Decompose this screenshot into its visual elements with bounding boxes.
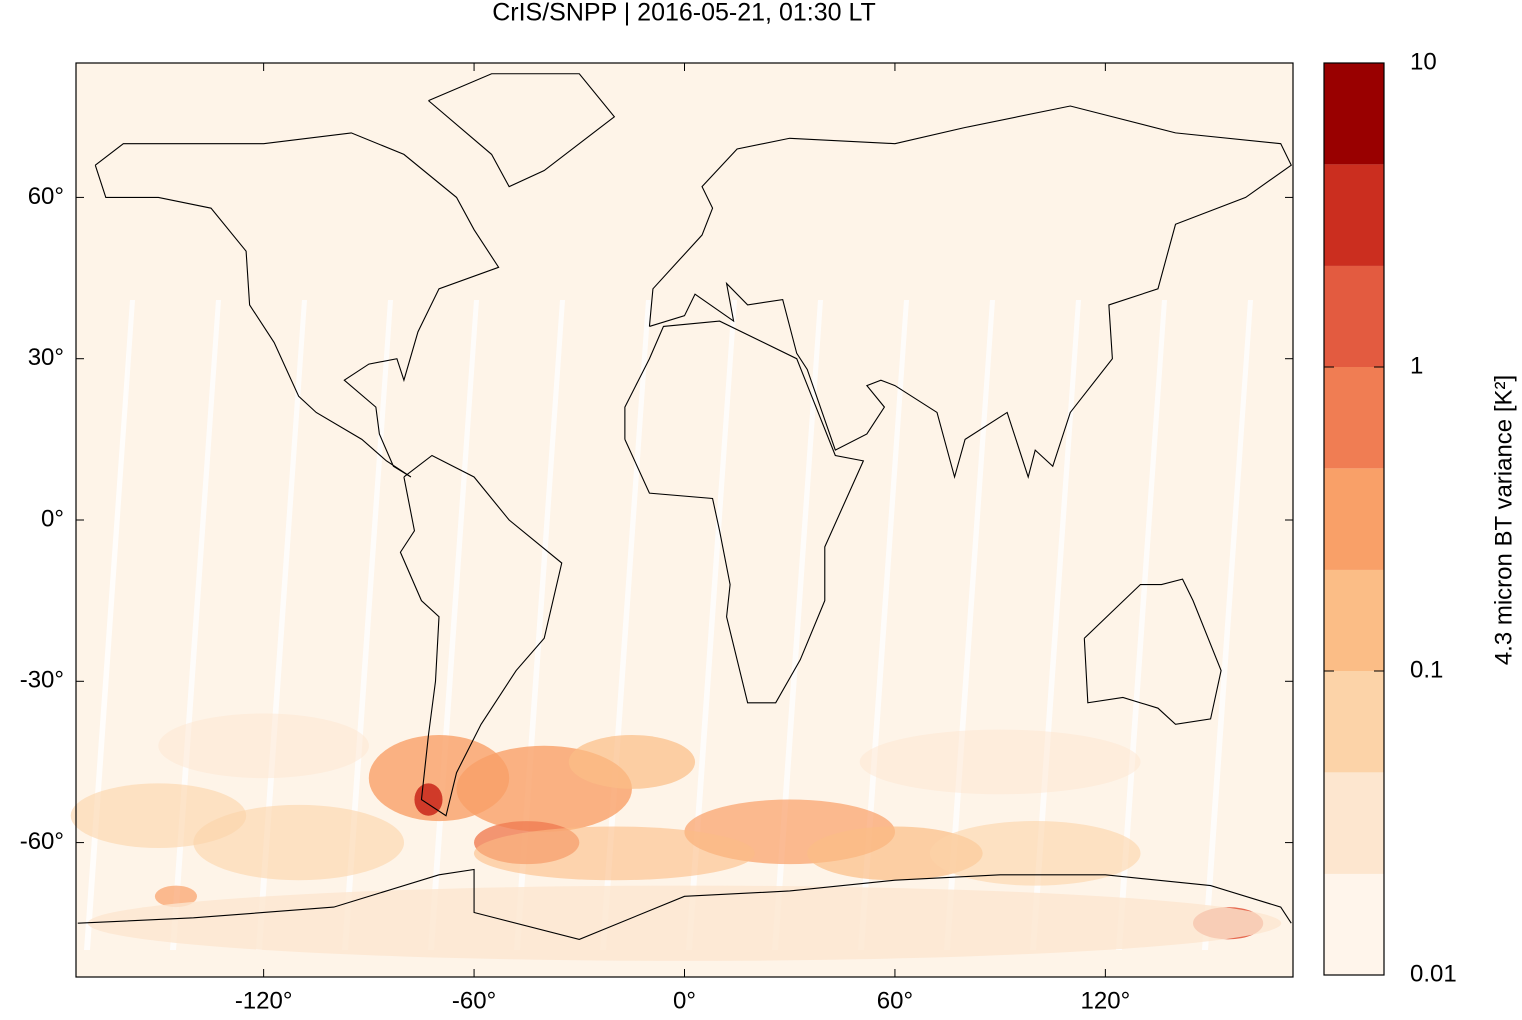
colorbar-band <box>1324 63 1384 165</box>
colorbar-tick-label: 0.1 <box>1410 656 1443 683</box>
colorbar-tick-label: 0.01 <box>1410 960 1457 987</box>
chart-title: CrIS/SNPP | 2016-05-21, 01:30 LT <box>492 0 876 27</box>
variance-patch <box>807 826 983 881</box>
x-tick-label: 120° <box>1081 987 1131 1014</box>
x-tick-label: 0° <box>673 987 696 1014</box>
orbit-gap <box>686 300 737 950</box>
colorbar-band <box>1324 265 1384 367</box>
colorbar-band <box>1324 772 1384 874</box>
coastline <box>648 105 1292 480</box>
colorbar-label: 4.3 micron BT variance [K²] <box>1490 375 1517 665</box>
coastlines <box>77 73 1292 940</box>
variance-patch <box>193 804 405 881</box>
y-tick-label: 0° <box>41 505 64 532</box>
variance-patch <box>154 885 198 908</box>
y-tick-label: 60° <box>28 183 64 210</box>
colorbar-band <box>1324 468 1384 570</box>
colorbar: 0.01 0.1 1 10 <box>1323 48 1457 987</box>
colorbar-band <box>1324 873 1384 975</box>
colorbar-band <box>1324 367 1384 469</box>
colorbar-tick-label: 10 <box>1410 48 1437 75</box>
orbit-gap <box>1202 300 1253 950</box>
orbit-gap <box>1116 300 1167 950</box>
x-tick-label: -60° <box>452 987 496 1014</box>
variance-patch <box>473 826 755 881</box>
variance-patch <box>929 821 1141 886</box>
coastline <box>399 454 563 817</box>
variance-patch <box>414 783 443 816</box>
variance-patch <box>158 713 369 779</box>
orbit-gap <box>772 300 823 950</box>
coastline <box>624 320 865 704</box>
x-tick-label: -120° <box>235 987 293 1014</box>
variance-field <box>70 713 1282 961</box>
coastline <box>94 132 500 478</box>
variance-patch <box>859 729 1141 795</box>
colorbar-tick-label: 1 <box>1410 352 1423 379</box>
variance-patch <box>87 885 1282 961</box>
variance-patch <box>568 735 696 789</box>
colorbar-frame <box>1323 62 1385 976</box>
coastline <box>428 73 616 188</box>
coastline <box>77 868 1292 940</box>
orbit-gap <box>342 300 393 950</box>
colorbar-band <box>1324 164 1384 266</box>
x-tick-label: 60° <box>877 987 913 1014</box>
y-tick-label: 30° <box>28 344 64 371</box>
orbit-gap <box>858 300 909 950</box>
orbit-gap <box>256 300 307 950</box>
colorbar-band <box>1324 569 1384 671</box>
y-tick-label: -30° <box>20 667 64 694</box>
y-tick-label: -60° <box>20 828 64 855</box>
coastline <box>1083 578 1222 725</box>
colorbar-band <box>1324 671 1384 773</box>
orbit-gap <box>84 300 135 950</box>
